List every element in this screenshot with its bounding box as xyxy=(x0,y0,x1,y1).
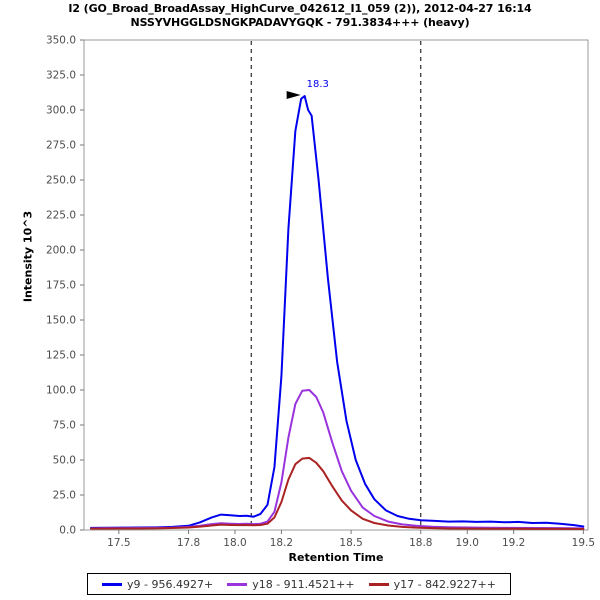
plot-area-frame xyxy=(83,39,589,531)
y-axis-tick-label: 350.0 xyxy=(46,35,76,47)
series-line-0[interactable] xyxy=(89,95,585,529)
peak-label-18-3: 18.3 xyxy=(306,79,329,90)
y-axis-tick-label: 50.0 xyxy=(53,455,76,467)
y-axis-tick-label: 250.0 xyxy=(46,175,76,187)
y-axis-tick-label: 100.0 xyxy=(46,385,76,397)
y-axis-tick-label: 75.0 xyxy=(53,420,76,432)
y-axis-tick-label: 0.0 xyxy=(59,525,76,537)
chart-title-block: I2 (GO_Broad_BroadAssay_HighCurve_042612… xyxy=(0,2,600,30)
series-line-2[interactable] xyxy=(89,456,585,531)
x-axis-tick-label: 17.8 xyxy=(177,537,200,549)
x-axis-tick-label: 18.5 xyxy=(339,537,362,549)
x-axis-tick-label: 18.2 xyxy=(270,537,293,549)
y-axis-tick-label: 275.0 xyxy=(46,140,76,152)
chromatogram-plot[interactable]: 0.0 25.0 50.0 75.0 100.0 125.0 150.0 175.0 200.0… xyxy=(0,0,600,570)
y-axis-tick-label: 150.0 xyxy=(46,315,76,327)
legend-label: y17 - 842.9227++ xyxy=(393,577,496,591)
legend-entry-1[interactable]: y18 - 911.4521++ xyxy=(220,578,361,591)
legend-label: y18 - 911.4521++ xyxy=(252,577,355,591)
legend-label: y9 - 956.4927+ xyxy=(127,577,214,591)
legend-color-swatch xyxy=(227,582,248,586)
x-axis-tick-label: 19.0 xyxy=(456,537,479,549)
x-axis-tick-label: 19.5 xyxy=(572,537,595,549)
page-subtitle: NSSYVHGGLDSNGKPADAVYGQK - 791.3834+++ (h… xyxy=(130,16,470,29)
y-axis-tick-label: 175.0 xyxy=(46,280,76,292)
page-title: I2 (GO_Broad_BroadAssay_HighCurve_042612… xyxy=(68,2,532,15)
legend-entry-2[interactable]: y17 - 842.9227++ xyxy=(362,578,503,591)
legend: y9 - 956.4927+ y18 - 911.4521++ y17 - 842.… xyxy=(87,573,511,595)
y-axis-tick-label: 300.0 xyxy=(46,105,76,117)
y-axis-tick-label: 25.0 xyxy=(53,490,76,502)
legend-color-swatch xyxy=(368,582,389,586)
y-axis-tick-label: 200.0 xyxy=(46,245,76,257)
y-axis-tick-label: 125.0 xyxy=(46,350,76,362)
x-axis-tick-label: 17.5 xyxy=(107,537,130,549)
legend-color-swatch xyxy=(102,582,123,586)
peak-arrow-marker xyxy=(286,91,301,99)
x-axis-tick-label: 18.0 xyxy=(223,537,246,549)
x-axis-label: Retention Time xyxy=(288,551,384,564)
y-axis-tick-label: 225.0 xyxy=(46,210,76,222)
legend-entry-0[interactable]: y9 - 956.4927+ xyxy=(95,578,220,591)
x-axis-tick-label: 18.8 xyxy=(409,537,432,549)
y-axis-tick-label: 325.0 xyxy=(46,70,76,82)
x-axis-tick-label: 19.2 xyxy=(502,537,525,549)
